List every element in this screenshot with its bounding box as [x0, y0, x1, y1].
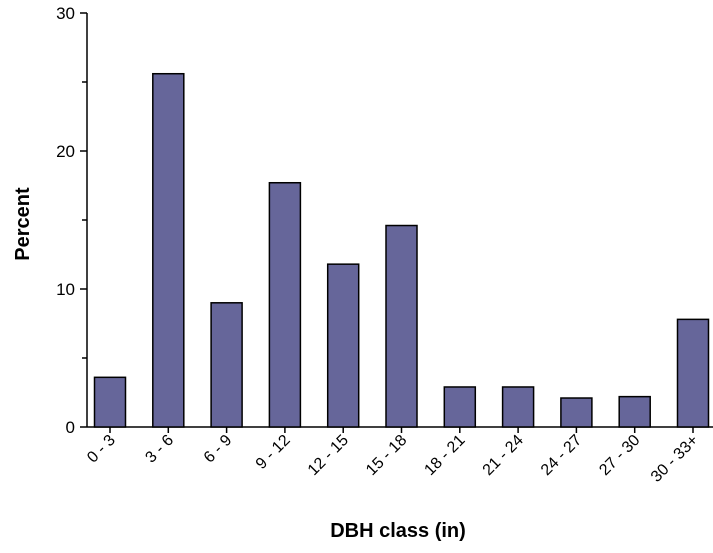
x-tick-label: 3 - 6	[142, 432, 177, 467]
y-axis-title: Percent	[12, 187, 34, 261]
x-tick-label: 15 - 18	[363, 432, 410, 479]
bars-layer	[93, 72, 710, 428]
y-tick-label: 20	[56, 142, 75, 161]
x-tick-label: 30 - 33+	[648, 432, 702, 486]
bar	[93, 376, 127, 428]
x-tick-label: 6 - 9	[201, 432, 236, 467]
x-tick-label: 9 - 12	[253, 432, 294, 473]
y-tick-label: 30	[56, 4, 75, 23]
x-tick-label: 21 - 24	[480, 432, 527, 479]
bar	[268, 181, 302, 428]
bar	[210, 302, 243, 428]
bar	[618, 395, 651, 428]
x-tick-label: 27 - 30	[596, 432, 643, 479]
y-tick-label: 0	[66, 418, 75, 437]
bar	[326, 263, 360, 428]
bar	[560, 397, 593, 428]
bar	[443, 386, 477, 428]
bar	[152, 72, 185, 428]
bar	[501, 386, 535, 428]
x-axis-title: DBH class (in)	[330, 520, 466, 542]
y-tick-label: 10	[56, 280, 75, 299]
x-tick-label: 0 - 3	[84, 432, 119, 467]
x-tick-label: 12 - 15	[305, 432, 352, 479]
bar	[676, 318, 710, 428]
x-tick-label: 24 - 27	[538, 432, 585, 479]
bar	[385, 224, 418, 428]
axes-layer	[80, 12, 713, 433]
x-tick-label: 18 - 21	[421, 432, 468, 479]
